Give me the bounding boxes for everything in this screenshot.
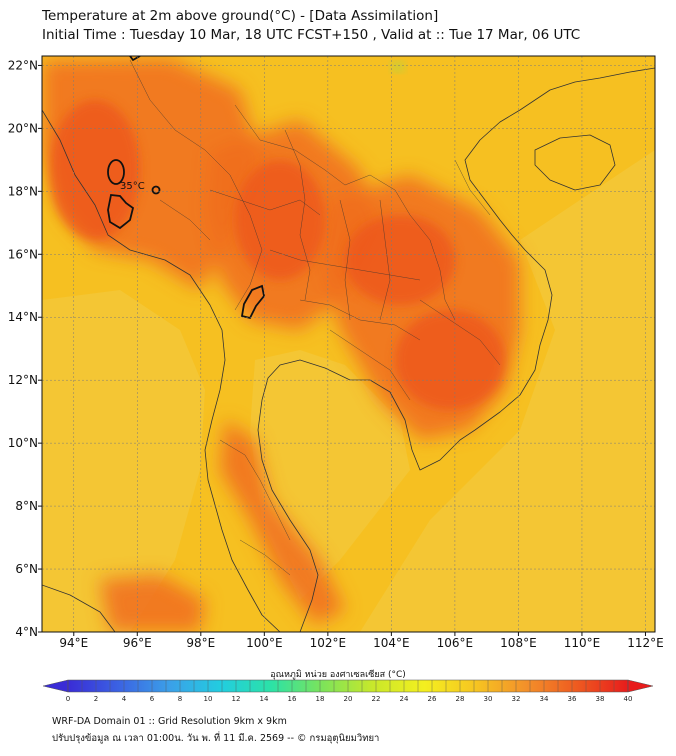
colorbar-max-arrow: [627, 679, 654, 693]
latitude-labels: 22°N 20°N 18°N 16°N 14°N 12°N 10°N 8°N 6°N 4°N: [8, 58, 42, 639]
colorbar-label: 32: [512, 695, 521, 703]
colorbar-label: 34: [540, 695, 549, 703]
lon-label: 110°E: [564, 636, 601, 650]
colorbar-label: 16: [288, 695, 297, 703]
colorbar-label: 20: [344, 695, 353, 703]
lat-label: 20°N: [8, 121, 38, 135]
andaman-sea: [42, 290, 205, 632]
colorbar-label: 30: [484, 695, 493, 703]
coastline-sumatra: [42, 584, 116, 632]
colorbar-label: 24: [400, 695, 409, 703]
colorbar-label: 8: [178, 695, 182, 703]
lat-label: 18°N: [8, 184, 38, 198]
province-borders: [129, 59, 501, 576]
cool-spot: [392, 62, 404, 72]
colorbar-label: 10: [204, 695, 213, 703]
colorbar-label: 18: [316, 695, 325, 703]
south-china-sea: [360, 150, 655, 632]
hottest-zone-3: [345, 215, 455, 305]
lon-label: 94°E: [59, 636, 88, 650]
colorbar-label: 36: [568, 695, 577, 703]
lat-label: 4°N: [15, 625, 38, 639]
map-frame: [41, 55, 656, 633]
hottest-zones: [50, 100, 505, 410]
colorbar-label: 0: [66, 695, 70, 703]
lon-label: 96°E: [123, 636, 152, 650]
hottest-zone-4: [395, 310, 505, 410]
colorbar-title: อุณหภูมิ หน่วย องศาเซลเซียส (°C): [270, 670, 406, 680]
colorbar-label: 14: [260, 695, 269, 703]
hottest-zone-2: [235, 160, 325, 280]
colorbar-label: 4: [122, 695, 127, 703]
contour-35c: [107, 56, 265, 320]
heat-zone-peninsula: [220, 420, 345, 625]
lat-label: 6°N: [15, 562, 38, 576]
lat-label: 14°N: [8, 310, 38, 324]
colorbar: 0 2 4 6 8 10 12 14 16 18 20 22 24 26 28 30 32 34 36 38 40: [42, 679, 654, 703]
colorbar-label: 2: [94, 695, 98, 703]
colorbar-ticks: [67, 680, 629, 692]
hottest-zone-1: [50, 100, 140, 240]
colorbar-label: 6: [150, 695, 155, 703]
colorbar-min-arrow: [42, 679, 69, 693]
map-subtitle: Initial Time : Tuesday 10 Mar, 18 UTC FC…: [42, 27, 581, 43]
map-title: Temperature at 2m above ground(°C) - [Da…: [42, 8, 439, 24]
map-area: 35°C: [42, 56, 655, 632]
lon-label: 106°E: [437, 636, 474, 650]
lon-label: 102°E: [310, 636, 347, 650]
colorbar-label: 40: [624, 695, 633, 703]
colorbar-labels: 0 2 4 6 8 10 12 14 16 18 20 22 24 26 28 30 32 34 36 38 40: [66, 695, 633, 703]
colorbar-label: 22: [372, 695, 381, 703]
lon-label: 100°E: [246, 636, 283, 650]
longitude-labels: 94°E 96°E 98°E 100°E 102°E 104°E 106°E 108°E 110…: [59, 632, 664, 650]
lat-label: 10°N: [8, 436, 38, 450]
lon-label: 108°E: [500, 636, 537, 650]
lon-label: 112°E: [627, 636, 664, 650]
heat-zone-borneo: [100, 575, 205, 632]
footer-update-info: ปรับปรุงข้อมูล ณ เวลา 01:00น. วัน พ. ที่…: [52, 733, 380, 744]
lon-label: 104°E: [373, 636, 410, 650]
lat-label: 8°N: [15, 499, 38, 513]
colorbar-label: 26: [428, 695, 437, 703]
coastlines: [42, 67, 655, 632]
lat-label: 22°N: [8, 58, 38, 72]
contour-label: 35°C: [120, 181, 145, 192]
lat-label: 16°N: [8, 247, 38, 261]
colorbar-label: 12: [232, 695, 241, 703]
footer-model-info: WRF-DA Domain 01 :: Grid Resolution 9km …: [52, 716, 287, 727]
colorbar-label: 38: [596, 695, 605, 703]
lon-label: 98°E: [186, 636, 215, 650]
lat-label: 12°N: [8, 373, 38, 387]
colorbar-label: 28: [456, 695, 465, 703]
coastline-hainan: [534, 134, 616, 191]
coastline-mainland: [42, 67, 655, 632]
graticule: [42, 56, 655, 632]
